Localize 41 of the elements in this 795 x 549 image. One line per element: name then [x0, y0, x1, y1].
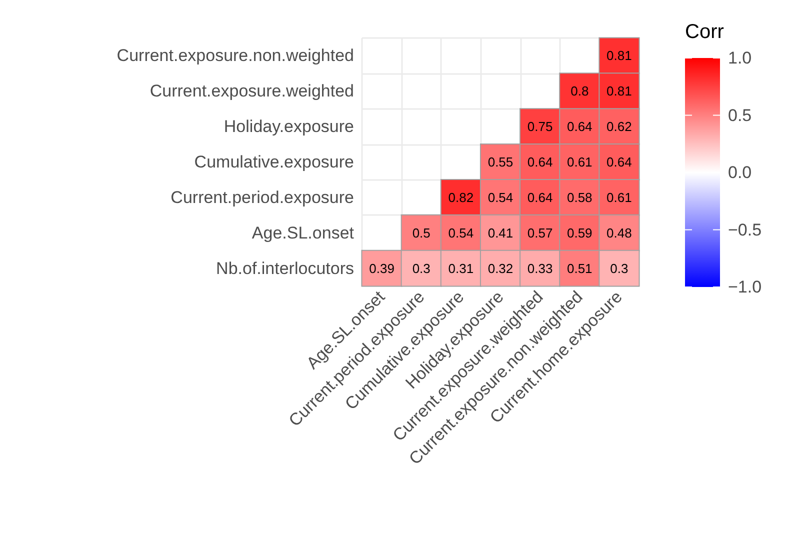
data-label: 0.33: [527, 260, 553, 276]
color-bar-label: 0.0: [728, 163, 752, 182]
data-label: 0.3: [412, 260, 430, 276]
data-label: 0.82: [448, 190, 474, 205]
data-label: 0.5: [412, 225, 430, 240]
y-tick-label: Current.period.exposure: [170, 188, 354, 207]
data-label: 0.54: [488, 190, 514, 205]
data-label: 0.75: [527, 119, 553, 134]
data-label: 0.62: [606, 119, 632, 134]
data-label: 0.64: [566, 119, 592, 134]
data-label: 0.59: [566, 225, 592, 240]
data-label: 0.31: [448, 260, 474, 276]
color-bar-label: 0.5: [728, 106, 752, 125]
data-label: 0.41: [488, 225, 514, 240]
data-label: 0.8: [570, 84, 589, 99]
data-label: 0.81: [606, 48, 632, 64]
data-label: 0.64: [606, 154, 632, 170]
color-bar-label: −1.0: [728, 278, 762, 296]
data-label: 0.64: [527, 190, 553, 205]
data-label: 0.55: [488, 154, 514, 170]
y-tick-label: Nb.of.interlocutors: [216, 258, 354, 278]
data-label: 0.57: [527, 225, 553, 240]
color-bar-title: Corr: [685, 21, 724, 43]
data-label: 0.81: [606, 84, 632, 99]
color-bar-label: 1.0: [728, 48, 752, 68]
data-label: 0.54: [448, 225, 474, 240]
y-tick-label: Cumulative.exposure: [194, 152, 354, 172]
y-tick-label: Current.exposure.non.weighted: [116, 46, 354, 66]
data-label: 0.61: [606, 190, 632, 205]
y-tick-label: Age.SL.onset: [252, 223, 354, 242]
y-tick-label: Holiday.exposure: [224, 117, 354, 136]
y-tick-label: Current.exposure.weighted: [150, 82, 354, 101]
data-label: 0.39: [369, 260, 394, 276]
data-label: 0.58: [566, 190, 592, 205]
data-label: 0.61: [566, 154, 592, 170]
color-bar-label: −0.5: [728, 220, 762, 240]
data-label: 0.51: [566, 260, 592, 276]
data-label: 0.32: [488, 260, 514, 276]
data-label: 0.48: [606, 225, 632, 240]
data-label: 0.64: [527, 154, 553, 170]
data-label: 0.3: [610, 260, 628, 276]
